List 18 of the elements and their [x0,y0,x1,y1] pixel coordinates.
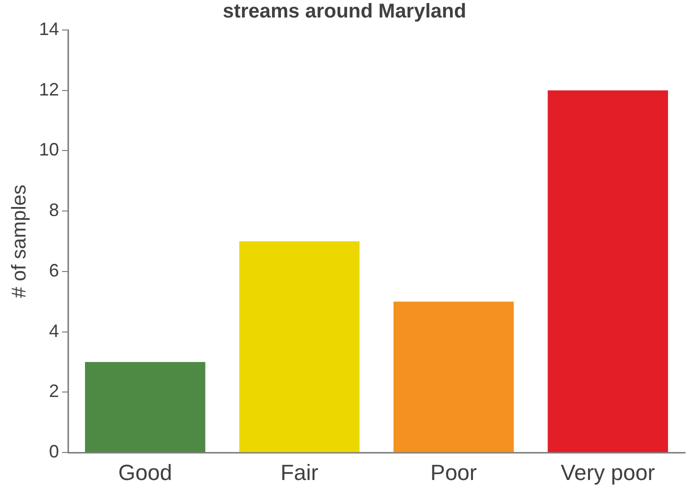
x-tick-label: Poor [430,460,477,485]
y-axis-title: # of samples [8,184,31,298]
y-tick-label: 14 [38,18,60,39]
bar [393,302,514,452]
x-tick-label: Very poor [560,460,655,485]
bar [84,362,206,452]
y-tick-label: 12 [38,79,60,100]
x-tick-label: Good [118,460,172,485]
bar [239,241,360,452]
y-tick-label: 6 [49,260,60,280]
bar [548,90,668,452]
y-tick-label: 10 [38,140,60,160]
y-tick-label: 8 [49,200,60,220]
y-tick-label: 2 [49,381,60,402]
x-tick-label: Fair [280,460,318,485]
chart-title: streams around Maryland [222,0,466,23]
y-tick-label: 4 [49,320,60,341]
y-tick-label: 0 [49,442,60,462]
